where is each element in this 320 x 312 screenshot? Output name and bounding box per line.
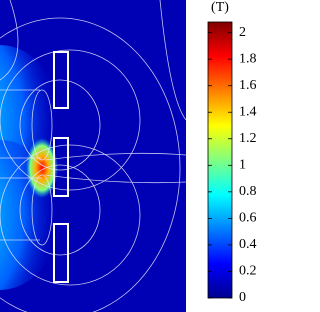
colorbar-tick-label: 0.4 — [239, 237, 257, 252]
figure: (T) 0 0.2 0.4 0.6 0.8 1 1.2 1.4 1.6 1.8 2 — [0, 0, 257, 312]
colorbar-tick-label: 1.4 — [239, 104, 257, 119]
colorbar-tick-label: 0 — [239, 290, 246, 305]
colorbar-tick-label: 0.6 — [239, 211, 257, 226]
colorbar-tick-label: 1.2 — [239, 131, 257, 146]
colorbar-tick-label: 1.8 — [239, 51, 257, 66]
colorbar-tick-label: 1.6 — [239, 78, 257, 93]
colorbar-label: (T) — [211, 0, 229, 15]
colorbar-tick-label: 2 — [239, 25, 246, 40]
colorbar-tick-label: 0.8 — [239, 184, 257, 199]
colorbar-tick-label: 1 — [239, 158, 246, 173]
colorbar — [207, 21, 233, 299]
field-plot — [0, 0, 187, 312]
colorbar-tick-label: 0.2 — [239, 264, 257, 279]
